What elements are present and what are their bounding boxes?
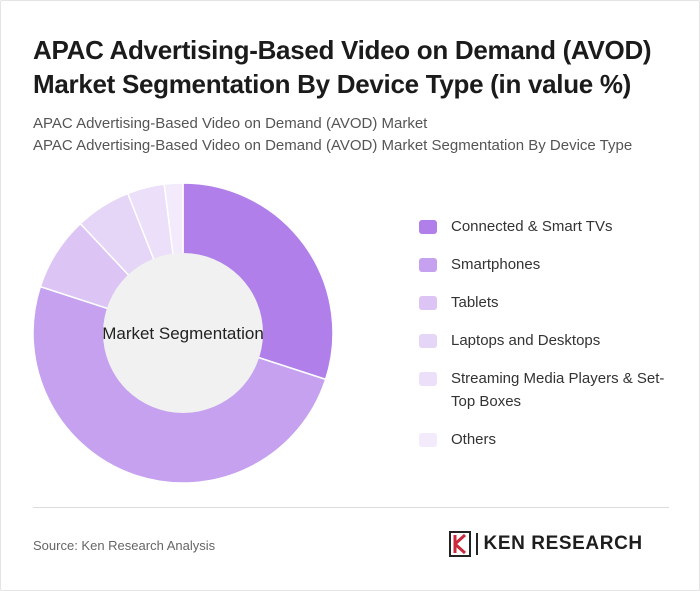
chart-subtitle: APAC Advertising-Based Video on Demand (… (33, 113, 683, 157)
ken-research-logo: KEN RESEARCH (449, 531, 643, 557)
legend-item[interactable]: Connected & Smart TVs (419, 215, 679, 238)
logo-divider (476, 533, 478, 555)
brand-name: KEN RESEARCH (483, 533, 643, 554)
legend-item[interactable]: Streaming Media Players & Set-Top Boxes (419, 367, 679, 413)
chart-title: APAC Advertising-Based Video on Demand (… (33, 35, 652, 99)
source-note: Source: Ken Research Analysis (33, 538, 216, 553)
footer-divider (33, 507, 669, 508)
legend-item[interactable]: Laptops and Desktops (419, 329, 679, 352)
donut-center (103, 253, 263, 413)
legend-swatch (419, 334, 437, 348)
legend-label: Tablets (451, 294, 499, 311)
legend-swatch (419, 258, 437, 272)
donut-chart: Market Segmentation (32, 182, 334, 484)
center-label: Market Segmentation (102, 324, 264, 343)
legend-label: Streaming Media Players & Set-Top Boxes (451, 370, 665, 410)
legend-label: Others (451, 431, 497, 448)
legend-swatch (419, 296, 437, 310)
ken-logo-icon (449, 531, 471, 557)
legend-swatch (419, 220, 437, 234)
chart-legend: Connected & Smart TVs Smartphones Tablets L… (419, 215, 679, 466)
legend-label: Laptops and Desktops (451, 332, 601, 349)
subtitle-line-1: APAC Advertising-Based Video on Demand (… (33, 115, 428, 132)
legend-label: Smartphones (451, 256, 541, 273)
legend-label: Connected & Smart TVs (451, 218, 613, 235)
legend-item[interactable]: Smartphones (419, 253, 679, 276)
legend-item[interactable]: Others (419, 428, 679, 451)
legend-item[interactable]: Tablets (419, 291, 679, 314)
legend-swatch (419, 433, 437, 447)
subtitle-line-2: APAC Advertising-Based Video on Demand (… (33, 137, 633, 154)
legend-swatch (419, 372, 437, 386)
